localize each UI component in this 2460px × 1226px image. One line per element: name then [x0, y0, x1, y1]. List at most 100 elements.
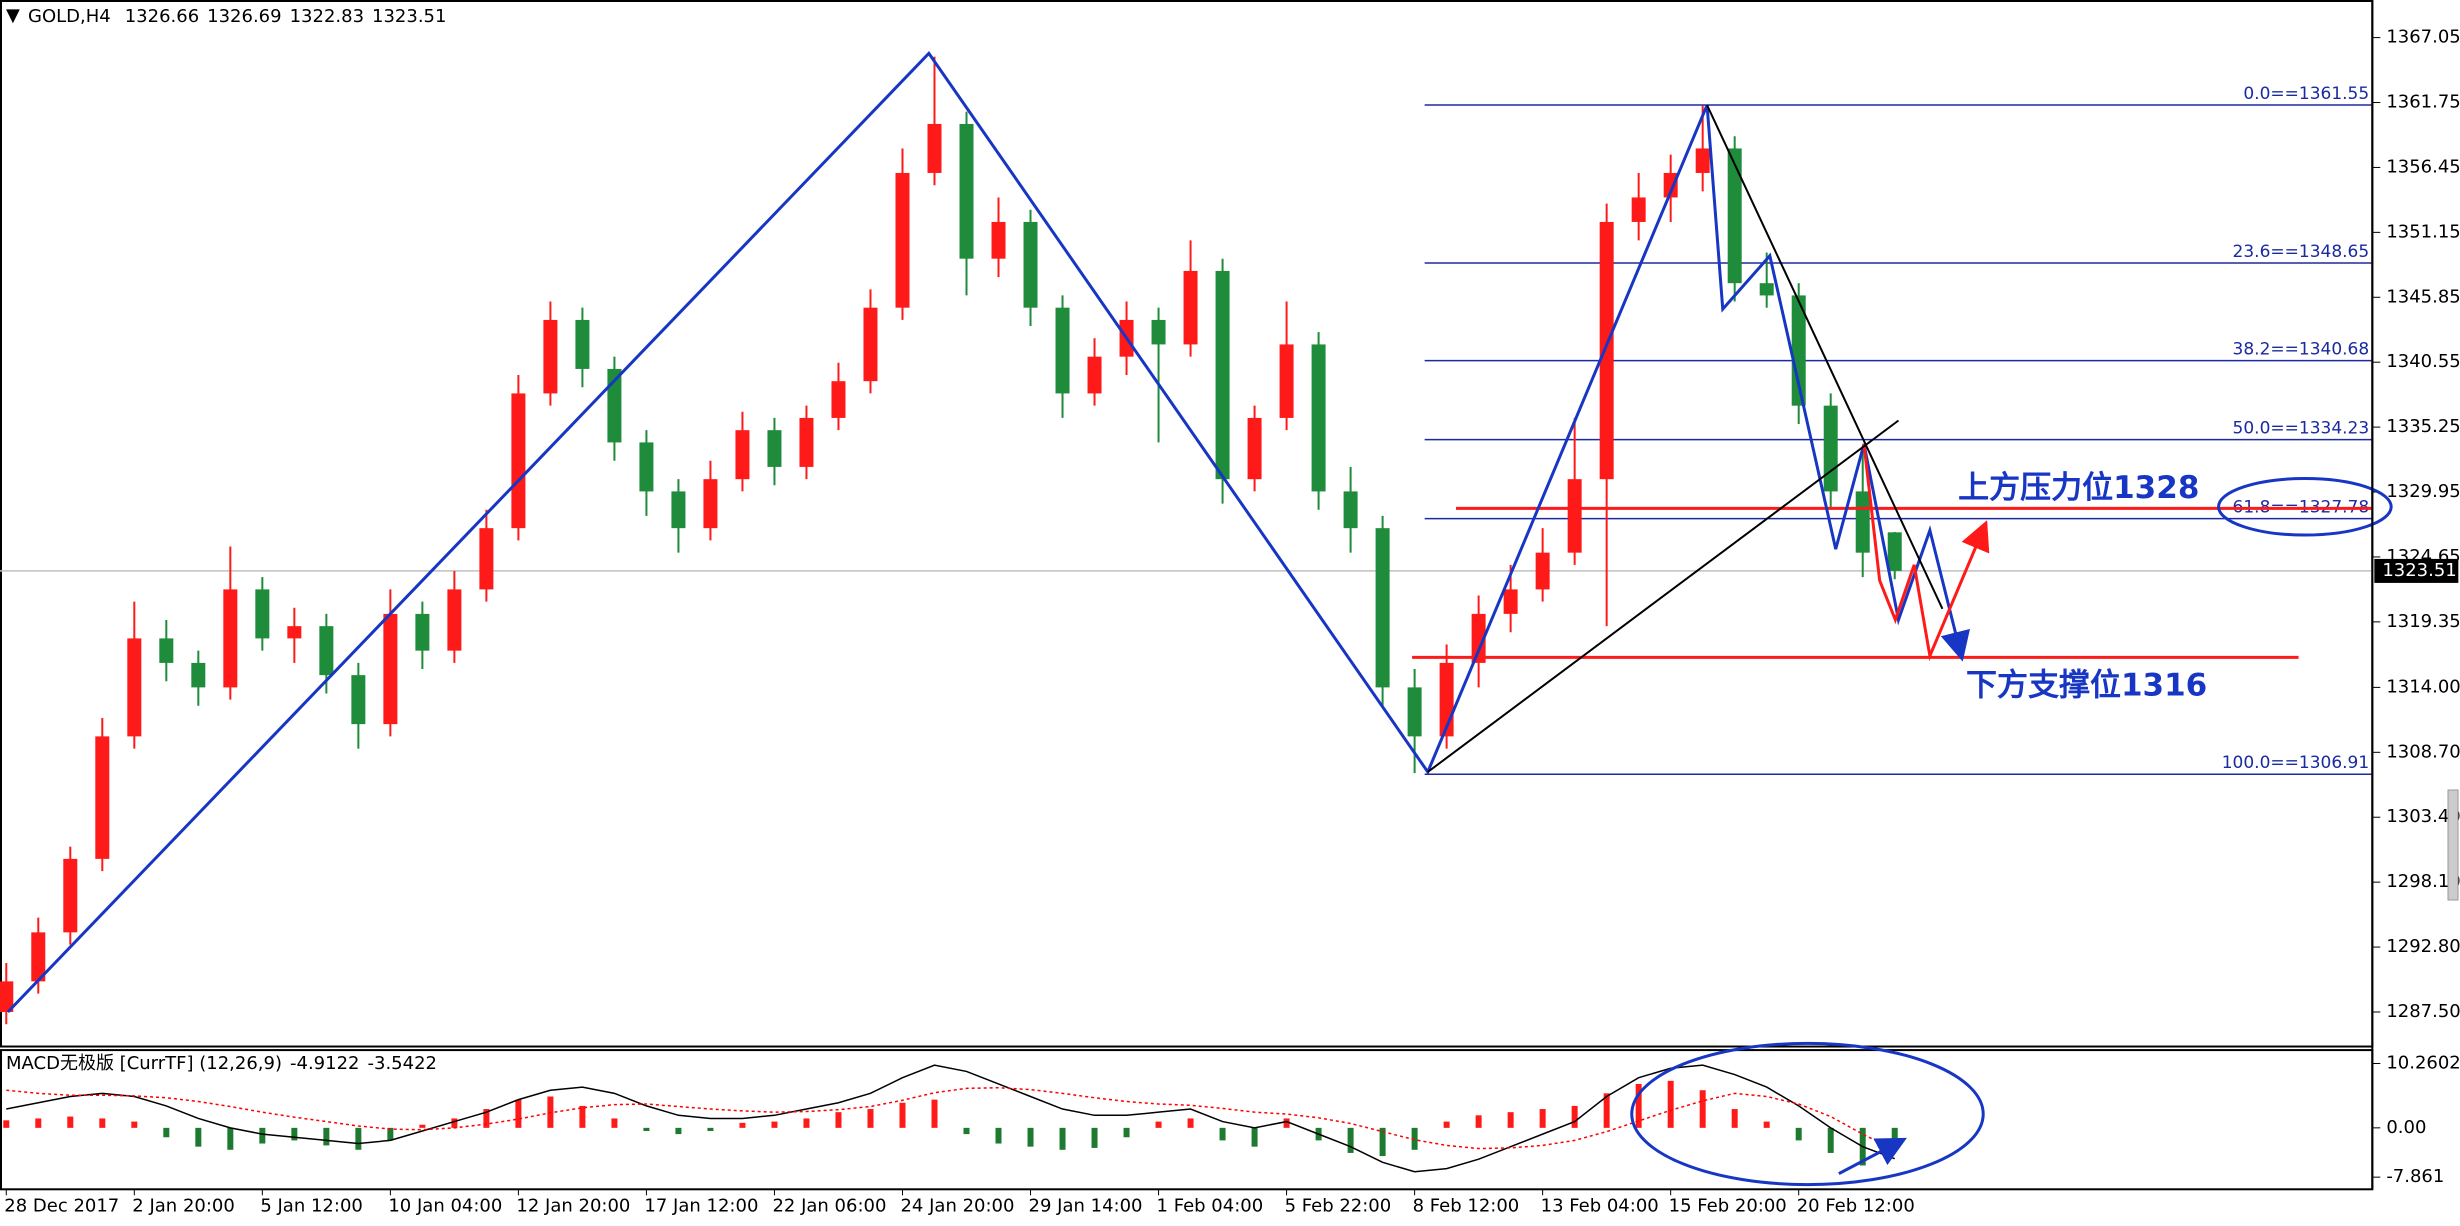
x-tick-label: 17 Jan 12:00: [644, 1196, 758, 1217]
x-tick-label: 28 Dec 2017: [4, 1196, 119, 1217]
macd-header: MACD无极版 [CurrTF] (12,26,9) -4.9122 -3.5422: [6, 1053, 437, 1074]
histogram-bar: [1059, 1127, 1066, 1150]
histogram-bar: [1699, 1090, 1706, 1128]
candle-body: [1855, 491, 1870, 553]
annotation: 下方支撑位1316: [1966, 668, 2207, 704]
y-tick-label: -7.861: [2386, 1166, 2444, 1187]
candle-body: [31, 932, 46, 982]
histogram-bar: [3, 1120, 10, 1128]
histogram-bar: [323, 1127, 330, 1146]
scroll-handle: [2447, 789, 2459, 901]
candle-body: [1695, 148, 1710, 173]
candle-body: [511, 393, 526, 529]
histogram-bar: [1731, 1109, 1738, 1128]
fib-label: 23.6==1348.65: [2233, 242, 2370, 262]
histogram-bar: [163, 1127, 170, 1138]
menu-arrow[interactable]: ▼: [6, 5, 20, 26]
candle-body: [1311, 344, 1326, 492]
candle-body: [287, 626, 302, 639]
candle-body: [1887, 532, 1902, 571]
current-price-box: [2374, 558, 2459, 583]
histogram-bar: [803, 1118, 810, 1128]
candle-body: [671, 491, 686, 529]
histogram-bar: [387, 1127, 394, 1141]
macd-value: -4.9122: [290, 1053, 359, 1074]
candle-body: [639, 442, 654, 492]
y-tick-label: 1367.05: [2386, 27, 2460, 48]
histogram-bar: [1347, 1127, 1354, 1153]
histogram-bar: [739, 1122, 746, 1128]
candle-body: [1343, 491, 1358, 529]
candle-body: [1023, 221, 1038, 308]
x-tick-label: 24 Jan 20:00: [900, 1196, 1014, 1217]
candle-body: [543, 319, 558, 394]
candle-body: [1567, 479, 1582, 553]
x-tick-label: 1 Feb 04:00: [1157, 1196, 1264, 1217]
x-tick-label: 5 Feb 22:00: [1285, 1196, 1392, 1217]
x-tick-label: 5 Jan 12:00: [260, 1196, 363, 1217]
candle-body: [447, 589, 462, 651]
histogram-bar: [579, 1105, 586, 1128]
candle-body: [63, 858, 78, 933]
candle-body: [1247, 417, 1262, 480]
y-tick-label: 1329.95: [2386, 481, 2460, 502]
candle-body: [1471, 613, 1486, 663]
x-tick-label: 20 Feb 12:00: [1797, 1196, 1915, 1217]
candle-body: [1535, 552, 1550, 590]
y-tick-label: 1314.00: [2386, 676, 2460, 697]
histogram-bar: [1795, 1127, 1802, 1141]
fib-label: 0.0==1361.55: [2243, 84, 2369, 104]
histogram-bar: [1187, 1118, 1194, 1128]
candle-body: [1055, 307, 1070, 394]
histogram-bar: [899, 1102, 906, 1128]
low-value: 1322.83: [290, 6, 364, 27]
candle-body: [1663, 172, 1678, 198]
histogram-bar: [931, 1099, 938, 1128]
y-tick-label: 1319.35: [2386, 611, 2460, 632]
candle-body: [255, 589, 270, 639]
x-tick-label: 29 Jan 14:00: [1029, 1196, 1143, 1217]
histogram-bar: [67, 1116, 74, 1128]
histogram-bar: [1123, 1127, 1130, 1138]
histogram-bar: [675, 1127, 682, 1135]
histogram-bar: [35, 1118, 42, 1128]
trend-line: [1706, 104, 1944, 610]
histogram-bar: [1539, 1109, 1546, 1128]
symbol: GOLD,H4: [28, 6, 111, 27]
candle-body: [1823, 405, 1838, 492]
x-tick-label: 2 Jan 20:00: [132, 1196, 235, 1217]
candle-body: [1727, 148, 1742, 284]
histogram-bar: [1507, 1112, 1514, 1128]
x-tick-label: 8 Feb 12:00: [1413, 1196, 1520, 1217]
wave-line: [6, 50, 1970, 1014]
arrow: [1838, 1137, 1907, 1175]
histogram-bar: [1763, 1121, 1770, 1128]
candle-body: [223, 589, 238, 688]
candle-body: [927, 123, 942, 173]
candle-body: [1631, 197, 1646, 222]
fib-label: 100.0==1306.91: [2222, 753, 2369, 773]
y-tick-label: 1298.10: [2386, 871, 2460, 892]
candle-body: [159, 638, 174, 663]
candle-body: [1791, 295, 1806, 406]
histogram-bar: [1091, 1127, 1098, 1148]
candle-body: [1503, 589, 1518, 614]
current-price-label: 1323.51: [2382, 560, 2456, 581]
histogram-bar: [1635, 1083, 1642, 1128]
signal-value: -3.5422: [368, 1053, 437, 1074]
x-tick-label: 12 Jan 20:00: [516, 1196, 630, 1217]
candle-body: [863, 307, 878, 382]
histogram-bar: [643, 1127, 650, 1131]
y-tick-label: 10.2602: [2386, 1053, 2460, 1074]
macd-title: MACD无极版 [CurrTF] (12,26,9): [6, 1053, 282, 1074]
histogram-bar: [291, 1127, 298, 1141]
histogram-bar: [1571, 1105, 1578, 1128]
x-tick-label: 13 Feb 04:00: [1541, 1196, 1659, 1217]
histogram-bar: [227, 1127, 234, 1150]
candle-body: [479, 528, 494, 590]
histogram-bar: [515, 1099, 522, 1128]
y-tick-label: 1340.55: [2386, 351, 2460, 372]
candle-body: [1759, 283, 1774, 296]
y-tick-label: 1308.70: [2386, 741, 2460, 762]
